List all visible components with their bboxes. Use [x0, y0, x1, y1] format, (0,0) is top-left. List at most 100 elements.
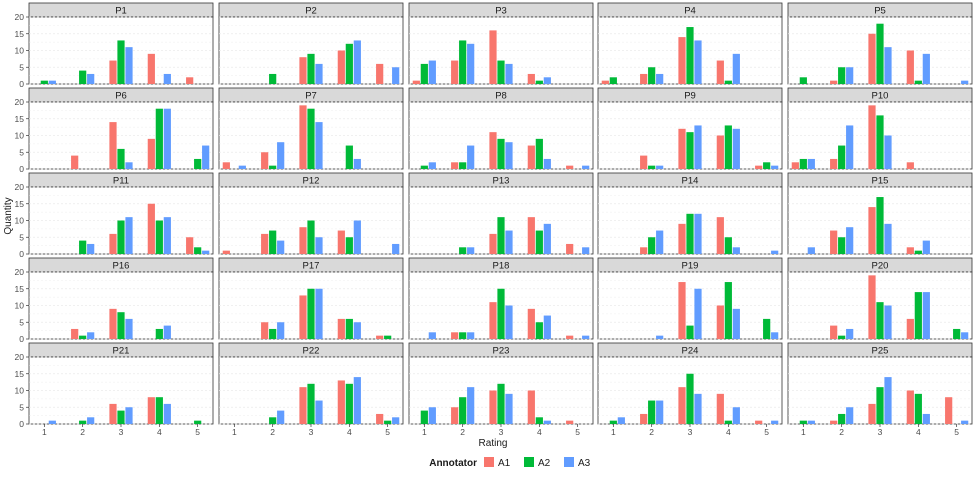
- bar-p13-a3-3: [505, 230, 513, 254]
- x-tick-label: 2: [270, 427, 275, 437]
- x-tick-label: 1: [611, 427, 616, 437]
- x-tick-label: 3: [499, 427, 504, 437]
- bar-p17-a1-5: [376, 335, 384, 339]
- y-tick-label: 10: [15, 46, 25, 56]
- bar-p6-a1-3: [109, 122, 117, 169]
- x-tick-label: 4: [537, 427, 542, 437]
- bar-p20-a3-5: [961, 332, 969, 339]
- bar-p3-a1-1: [412, 80, 420, 84]
- bar-p21-a2-4: [155, 397, 163, 424]
- bar-p11-a2-2: [79, 240, 87, 254]
- bar-p3-a1-3: [489, 30, 497, 84]
- bar-p19-a2-4: [724, 282, 732, 339]
- bar-p12-a3-3: [315, 237, 323, 254]
- bar-p15-a2-2: [838, 237, 846, 254]
- bar-p13-a1-3: [489, 233, 497, 254]
- bar-p2-a3-3: [315, 63, 323, 84]
- bar-p6-a3-3: [125, 162, 133, 169]
- bar-p19-a3-3: [694, 288, 702, 339]
- bar-p1-a3-4: [163, 73, 171, 84]
- bar-p8-a1-3: [489, 132, 497, 169]
- y-tick-label: 20: [15, 182, 25, 192]
- bar-p20-a2-3: [876, 302, 884, 339]
- y-tick-label: 15: [15, 284, 25, 294]
- bar-p6-a2-4: [155, 108, 163, 169]
- bar-p22-a1-5: [376, 413, 384, 424]
- bar-p17-a1-3: [299, 295, 307, 339]
- bar-p23-a3-3: [505, 393, 513, 424]
- facet-title-p22: P22: [303, 346, 320, 357]
- bar-p18-a3-2: [467, 332, 475, 339]
- bar-p4-a1-4: [716, 60, 724, 84]
- facet-title-p4: P4: [684, 6, 696, 17]
- bar-p4-a1-2: [640, 73, 648, 84]
- bar-p22-a1-3: [299, 387, 307, 424]
- bar-p19-a3-4: [732, 308, 740, 339]
- bar-p21-a3-2: [87, 417, 95, 424]
- bar-p4-a3-2: [656, 73, 664, 84]
- facet-title-p23: P23: [493, 346, 510, 357]
- bar-p2-a2-3: [307, 53, 315, 84]
- legend-title: Annotator: [429, 458, 477, 469]
- facet-title-p10: P10: [872, 91, 889, 102]
- x-tick-label: 4: [916, 427, 921, 437]
- bar-p23-a3-4: [543, 420, 551, 424]
- bar-p10-a2-1: [799, 158, 807, 169]
- bar-p20-a3-4: [922, 292, 930, 339]
- x-tick-label: 5: [385, 427, 390, 437]
- y-tick-label: 15: [15, 199, 25, 209]
- bar-p7-a3-2: [277, 142, 285, 169]
- x-tick-label: 5: [195, 427, 200, 437]
- x-axis-title: Rating: [479, 438, 508, 449]
- bar-p8-a2-2: [459, 162, 467, 169]
- bar-p3-a3-4: [543, 77, 551, 84]
- bar-p12-a2-2: [269, 230, 277, 254]
- bar-p23-a1-3: [489, 390, 497, 424]
- bar-p12-a3-4: [353, 220, 361, 254]
- bar-p14-a2-2: [648, 237, 656, 254]
- bar-p2-a2-4: [345, 43, 353, 84]
- bar-p14-a3-2: [656, 230, 664, 254]
- y-tick-label: 10: [15, 386, 25, 396]
- bar-p4-a2-2: [648, 67, 656, 84]
- bar-p15-a1-3: [868, 207, 876, 254]
- bar-p11-a2-4: [155, 220, 163, 254]
- bar-p7-a3-4: [353, 158, 361, 169]
- bar-p8-a3-3: [505, 142, 513, 169]
- bar-p17-a1-2: [261, 322, 269, 339]
- bar-p9-a2-2: [648, 165, 656, 169]
- bar-p11-a1-3: [109, 233, 117, 254]
- bar-p12-a2-3: [307, 220, 315, 254]
- facet-title-p15: P15: [872, 176, 889, 187]
- bar-p17-a1-4: [337, 318, 345, 339]
- bar-p7-a3-3: [315, 122, 323, 169]
- x-tick-label: 3: [309, 427, 314, 437]
- facet-title-p24: P24: [682, 346, 699, 357]
- y-tick-label: 0: [19, 79, 24, 89]
- bar-p18-a3-4: [543, 315, 551, 339]
- bar-p1-a1-3: [109, 60, 117, 84]
- y-tick-label: 5: [19, 402, 24, 412]
- bar-p21-a1-4: [147, 397, 155, 424]
- bar-p17-a2-5: [384, 335, 392, 339]
- legend-swatch-a3: [564, 457, 574, 467]
- y-tick-label: 15: [15, 369, 25, 379]
- bar-p25-a1-5: [945, 397, 953, 424]
- bar-p19-a3-5: [771, 332, 779, 339]
- bar-p8-a2-4: [535, 138, 543, 169]
- bar-p20-a3-3: [884, 305, 892, 339]
- x-tick-label: 2: [80, 427, 85, 437]
- bar-p3-a3-1: [428, 60, 436, 84]
- bar-p22-a3-3: [315, 400, 323, 424]
- y-tick-label: 10: [15, 301, 25, 311]
- bar-p18-a2-3: [497, 288, 505, 339]
- legend-label-a3: A3: [578, 458, 591, 469]
- bar-p25-a1-2: [830, 420, 838, 424]
- facet-title-p3: P3: [495, 6, 507, 17]
- bar-p17-a3-3: [315, 288, 323, 339]
- bar-p6-a2-5: [194, 158, 202, 169]
- bar-p15-a3-1: [807, 247, 815, 254]
- bar-p12-a3-2: [277, 240, 285, 254]
- bar-p10-a3-2: [846, 125, 854, 169]
- bar-p15-a2-4: [914, 250, 922, 254]
